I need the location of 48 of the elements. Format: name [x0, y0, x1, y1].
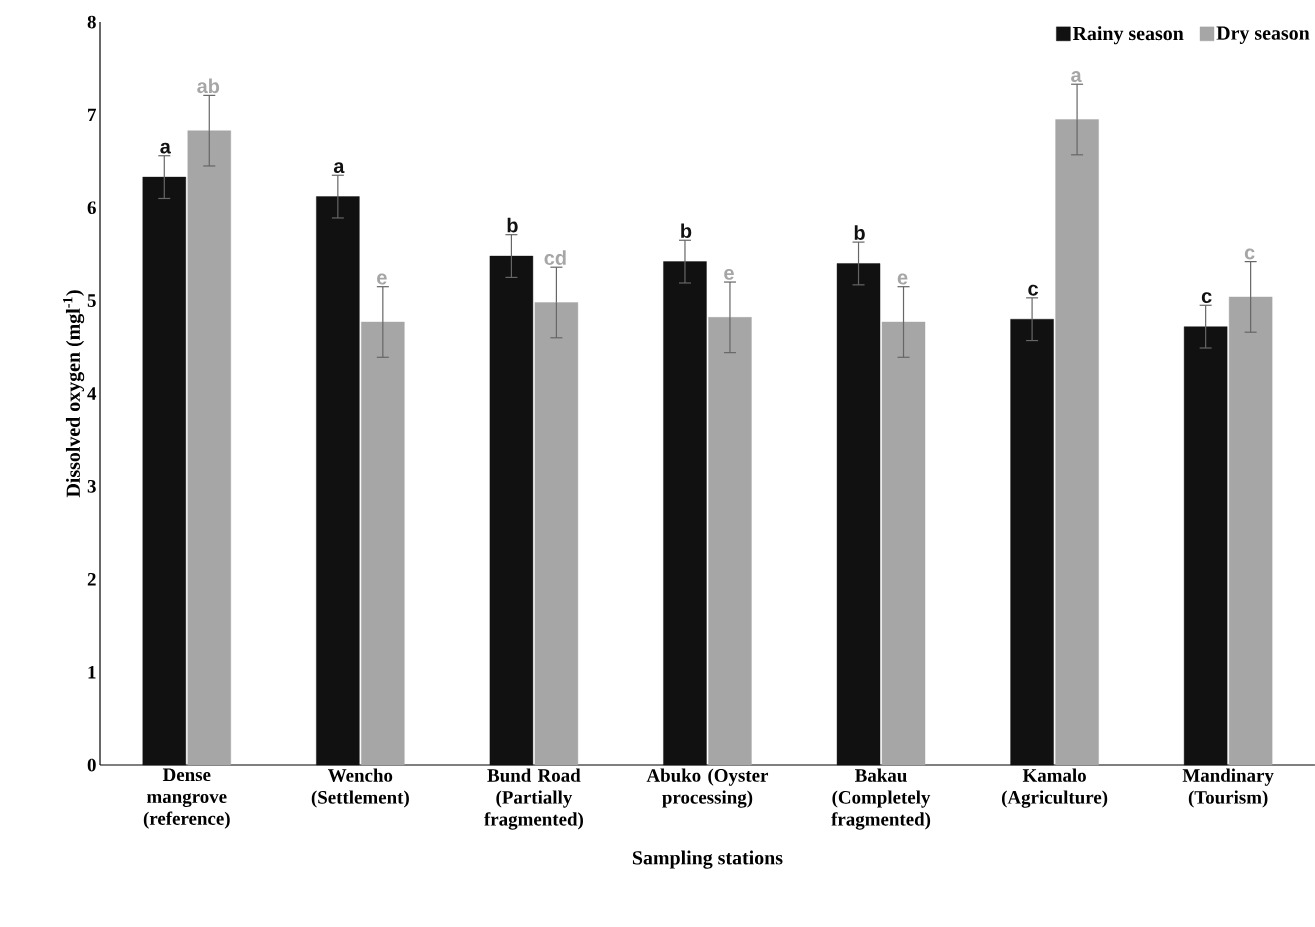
annotation: a [1071, 71, 1082, 83]
bar [708, 317, 752, 766]
bar [881, 321, 926, 766]
x-axis-title: Sampling stations [632, 850, 783, 869]
y-tick-label: 0 [87, 758, 96, 772]
bar [316, 196, 360, 766]
bar [489, 255, 534, 766]
bar [1010, 319, 1054, 766]
annotation: e [897, 273, 908, 285]
y-tick-label: 1 [88, 665, 96, 679]
y-axis-title: Dissolved oxygen (mgl$^{-1}$) [63, 290, 85, 498]
annotation: c [1028, 284, 1039, 296]
bar [187, 130, 231, 766]
y-tick-label: 6 [87, 201, 96, 215]
annotation: c [1201, 292, 1212, 304]
annotation: a [160, 142, 171, 154]
bar [1183, 326, 1228, 766]
annotation: b [681, 223, 692, 239]
annotation: b [854, 225, 865, 240]
x-tick-label: Bakau (Completely fragmented) [831, 768, 931, 830]
x-tick-label: Kamalo (Agriculture) [1001, 768, 1108, 808]
bar [142, 176, 186, 766]
y-tick-label: 8 [87, 15, 96, 29]
x-tick-label: Dense mangrove (reference) [143, 768, 230, 829]
annotation: cd [544, 250, 566, 265]
annotation: e [377, 273, 387, 285]
x-tick-label: Bund Road (Partially fragmented) [484, 768, 583, 830]
y-tick-label: 2 [87, 572, 96, 586]
legend-label: Rainy season [1072, 26, 1184, 45]
y-tick-label: 7 [88, 108, 97, 122]
annotation: e [724, 268, 734, 280]
bar [534, 302, 579, 766]
bar [1228, 296, 1273, 766]
y-tick-label: 5 [87, 294, 96, 307]
annotation: b [507, 217, 518, 233]
bar [1055, 119, 1099, 766]
y-tick-label: 4 [87, 387, 97, 400]
annotation: a [333, 162, 345, 174]
bar [663, 261, 707, 766]
x-tick-label: Mandinary (Tourism) [1182, 768, 1274, 808]
y-tick-label: 3 [87, 480, 96, 493]
x-tick-label: Wencho (Settlement) [311, 768, 409, 808]
annotation: ab [197, 78, 220, 94]
legend-label: Dry season [1216, 26, 1310, 44]
bar [836, 263, 881, 766]
bar [361, 321, 405, 766]
x-tick-label: Abuko (Oyster processing) [646, 768, 769, 808]
annotation: c [1244, 248, 1255, 260]
